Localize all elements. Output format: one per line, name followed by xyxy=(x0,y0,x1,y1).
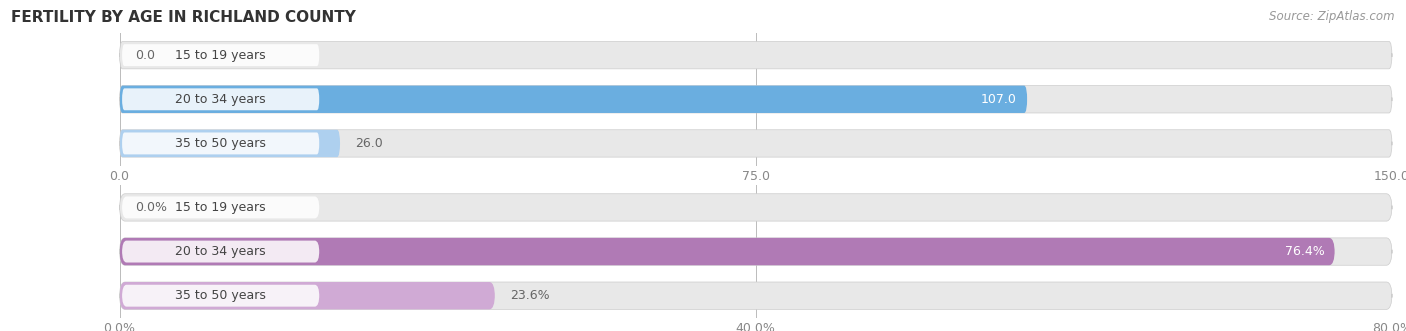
FancyBboxPatch shape xyxy=(120,130,340,157)
FancyBboxPatch shape xyxy=(120,86,1028,113)
Text: 0.0: 0.0 xyxy=(135,49,155,62)
Text: 0.0%: 0.0% xyxy=(135,201,167,214)
Text: Source: ZipAtlas.com: Source: ZipAtlas.com xyxy=(1270,10,1395,23)
FancyBboxPatch shape xyxy=(122,44,319,66)
Text: 15 to 19 years: 15 to 19 years xyxy=(176,201,266,214)
Text: 76.4%: 76.4% xyxy=(1285,245,1324,258)
FancyBboxPatch shape xyxy=(122,88,319,110)
Text: 35 to 50 years: 35 to 50 years xyxy=(176,289,266,302)
Text: 26.0: 26.0 xyxy=(356,137,382,150)
FancyBboxPatch shape xyxy=(120,86,1392,113)
Text: 20 to 34 years: 20 to 34 years xyxy=(176,245,266,258)
Text: 15 to 19 years: 15 to 19 years xyxy=(176,49,266,62)
FancyBboxPatch shape xyxy=(120,130,1392,157)
FancyBboxPatch shape xyxy=(120,282,495,309)
FancyBboxPatch shape xyxy=(122,241,319,262)
Text: FERTILITY BY AGE IN RICHLAND COUNTY: FERTILITY BY AGE IN RICHLAND COUNTY xyxy=(11,10,356,25)
Text: 20 to 34 years: 20 to 34 years xyxy=(176,93,266,106)
Text: 23.6%: 23.6% xyxy=(510,289,550,302)
FancyBboxPatch shape xyxy=(120,238,1334,265)
FancyBboxPatch shape xyxy=(120,41,1392,69)
FancyBboxPatch shape xyxy=(122,285,319,307)
FancyBboxPatch shape xyxy=(122,197,319,218)
FancyBboxPatch shape xyxy=(122,132,319,154)
FancyBboxPatch shape xyxy=(120,238,1392,265)
FancyBboxPatch shape xyxy=(120,194,1392,221)
Text: 35 to 50 years: 35 to 50 years xyxy=(176,137,266,150)
Text: 107.0: 107.0 xyxy=(981,93,1017,106)
FancyBboxPatch shape xyxy=(120,282,1392,309)
